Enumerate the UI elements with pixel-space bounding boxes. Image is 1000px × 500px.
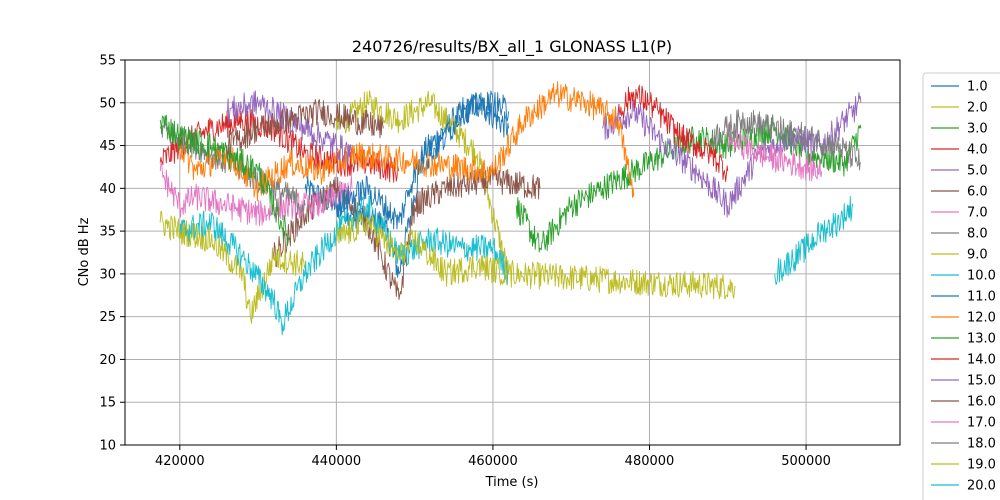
legend-label: 10.0 [967,269,996,284]
legend-label: 5.0 [967,164,988,179]
series-line-18.0 [711,109,862,171]
axis-ticks: 420000 440000 460000 480000 500000 10 15 20 25 30… [99,54,830,470]
legend: 1.0 2.0 3.0 4.0 5.0 6.0 7.0 8.0 9.0 10.0 11.0 12.0 1… [922,72,1000,500]
series-line-5.0 [602,92,862,218]
series-line-10.0 [179,195,510,336]
y-tick-label: 45 [99,139,116,154]
legend-label: 2.0 [967,101,988,116]
legend-label: 11.0 [967,290,996,305]
legend-frame [922,72,1000,500]
y-tick-label: 25 [99,310,116,325]
legend-label: 19.0 [967,458,996,473]
series-line-4.0 [159,108,400,183]
x-tick-label: 500000 [781,454,831,469]
y-tick-label: 55 [99,54,116,69]
series-line-7.0 [159,161,353,227]
legend-label: 8.0 [967,227,988,242]
legend-label: 3.0 [967,122,988,137]
x-tick-label: 480000 [625,454,675,469]
legend-label: 1.0 [967,80,988,95]
series-line-9.0 [159,210,306,324]
y-tick-label: 30 [99,267,116,282]
legend-label: 12.0 [967,311,996,326]
legend-label: 9.0 [967,248,988,263]
series-line-12.0 [179,81,635,202]
y-tick-label: 40 [99,182,116,197]
x-tick-label: 420000 [155,454,205,469]
y-tick-label: 35 [99,225,116,240]
plot-frame [124,59,901,446]
legend-label: 13.0 [967,332,996,347]
y-tick-label: 15 [99,396,116,411]
legend-label: 7.0 [967,206,988,221]
legend-label: 18.0 [967,437,996,452]
legend-label: 16.0 [967,395,996,410]
series-line-14.0 [617,84,729,183]
series-line-2.0 [335,90,736,300]
series-line-17.0 [727,123,823,182]
x-tick-label: 440000 [312,454,362,469]
y-tick-label: 50 [99,96,116,111]
legend-label: 6.0 [967,185,988,200]
plot-area [159,81,862,336]
y-axis-label: CNo dB Hz [77,217,92,286]
x-axis-label: Time (s) [485,475,539,490]
legend-label: 15.0 [967,374,996,389]
series-line-1.0 [304,92,510,278]
series-line-20.0 [774,196,854,286]
chart-title: 240726/results/BX_all_1 GLONASS L1(P) [352,37,672,57]
legend-label: 14.0 [967,353,996,368]
series-line-13.0 [159,114,290,247]
legend-label: 4.0 [967,143,988,158]
legend-label: 20.0 [967,479,996,494]
legend-label: 17.0 [967,416,996,431]
x-tick-label: 460000 [468,454,518,469]
y-tick-label: 20 [99,353,116,368]
y-tick-label: 10 [99,439,116,454]
series-line-19.0 [336,213,510,287]
series-line-16.0 [226,99,384,158]
